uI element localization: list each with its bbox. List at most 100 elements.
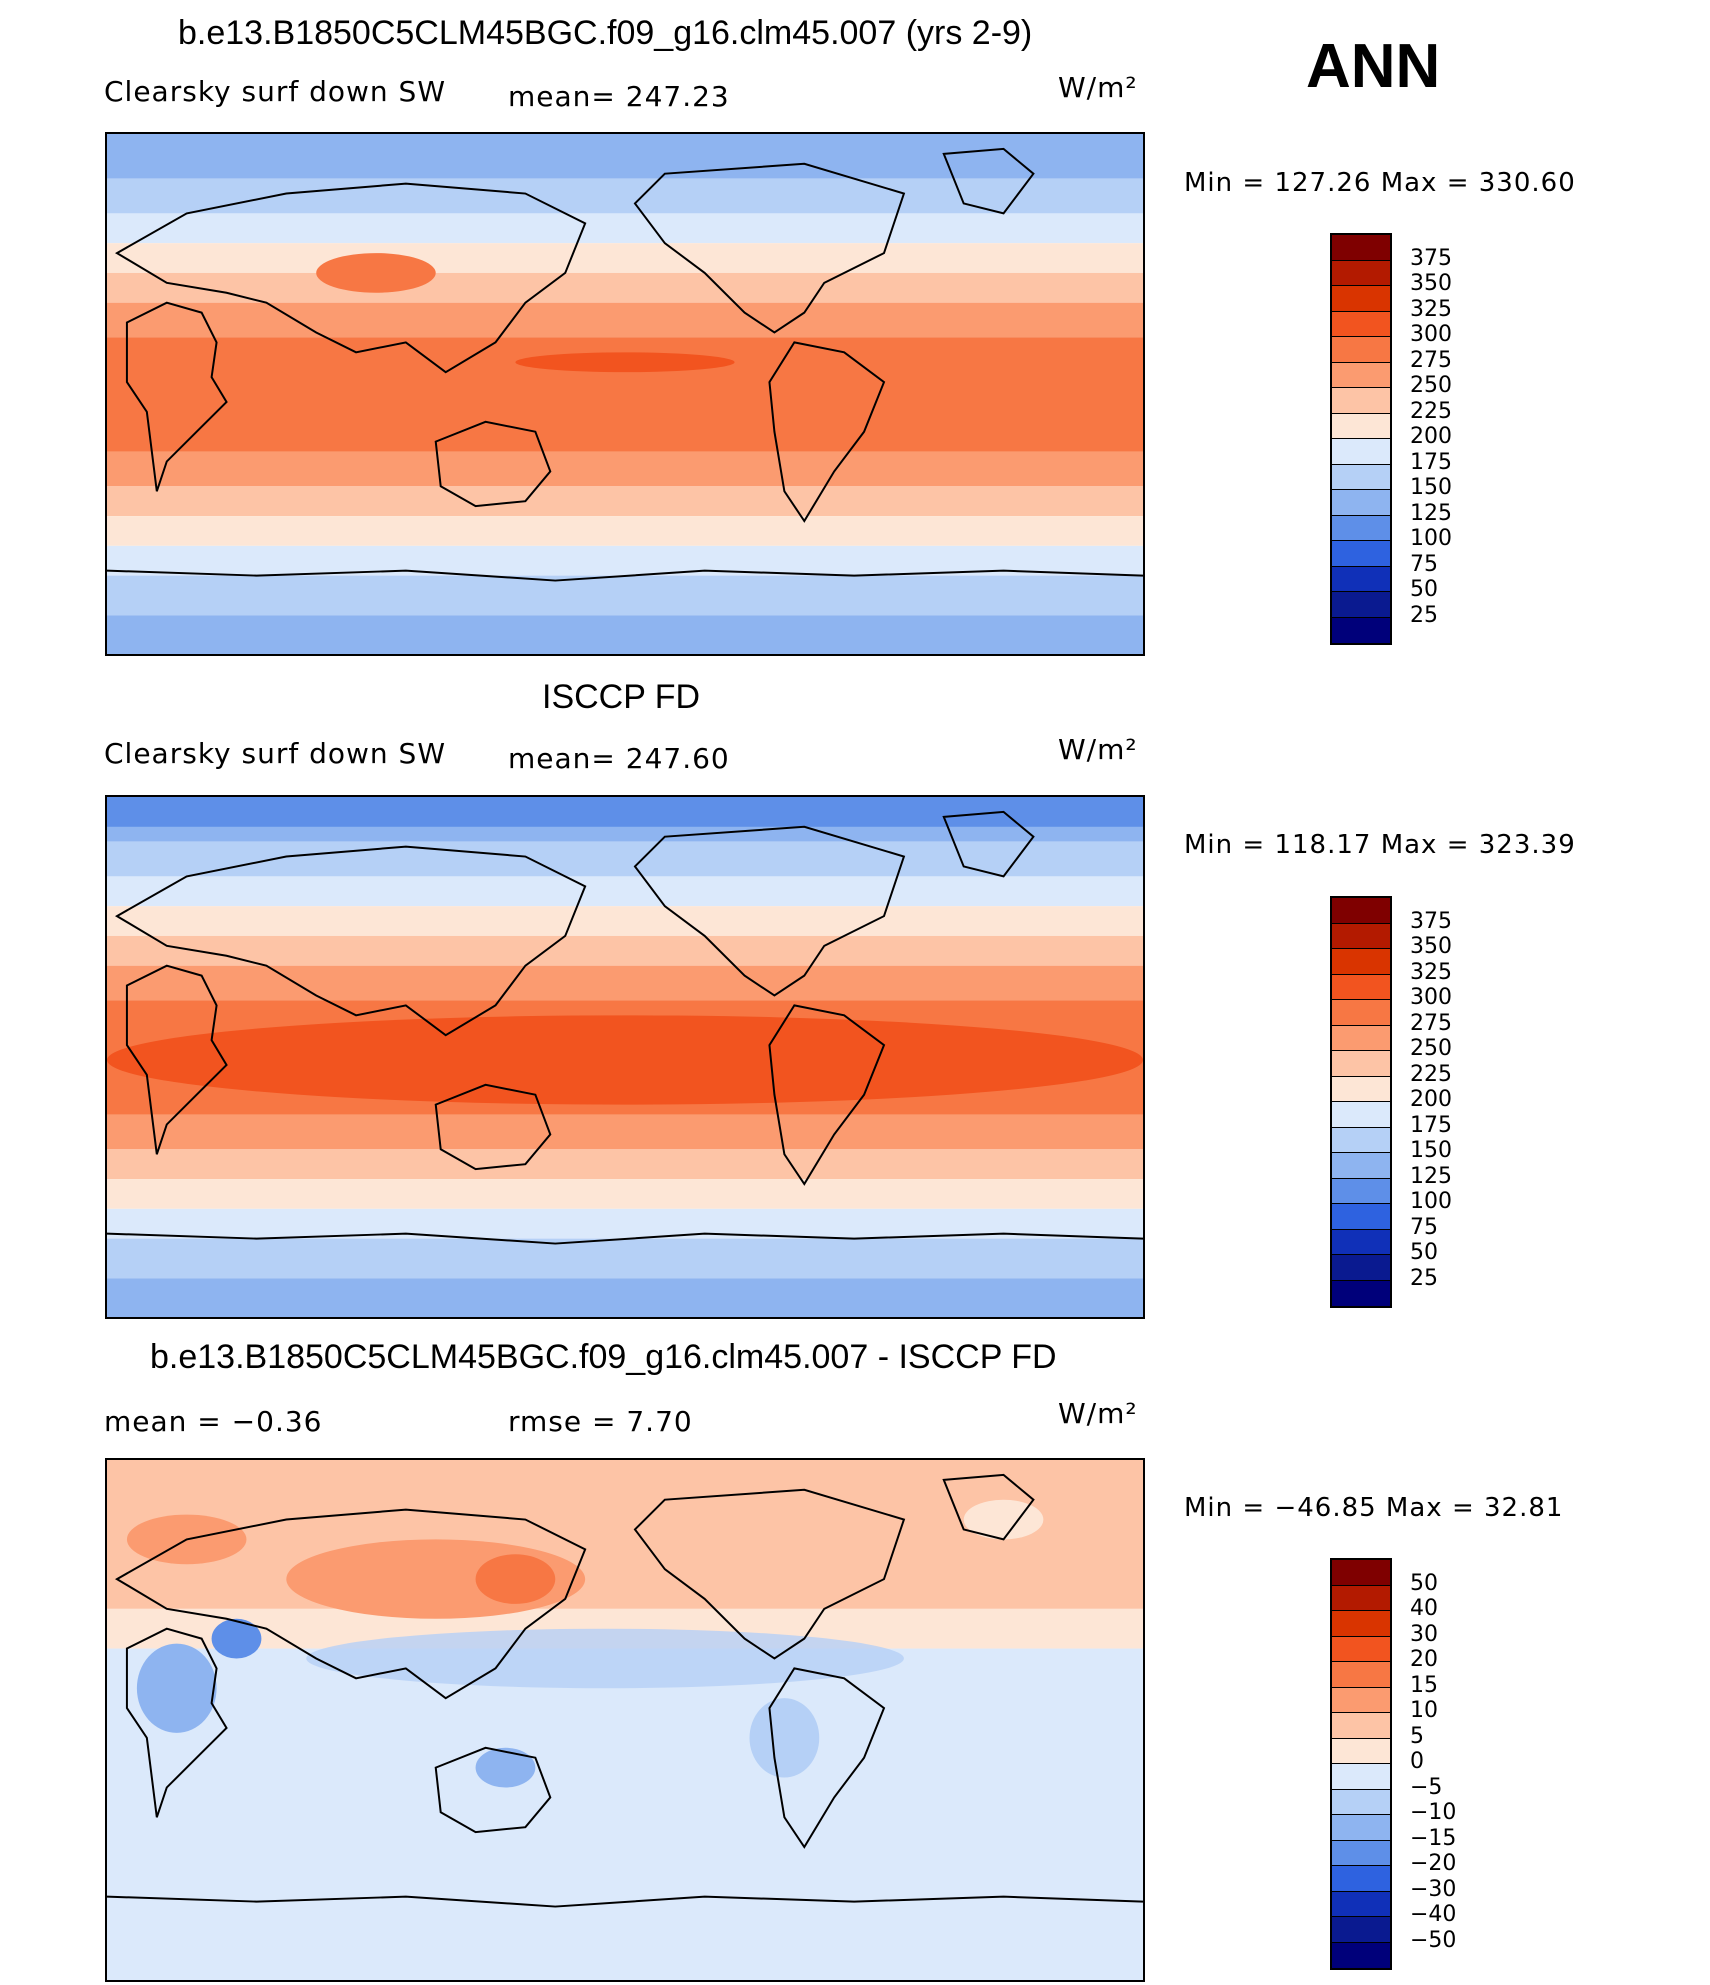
colorbar-segment [1332,1636,1390,1662]
coastline [107,1895,1143,1908]
colorbar-segment [1332,1178,1390,1204]
contour-band [107,906,1143,936]
colorbar-tick-label: −5 [1410,1774,1443,1800]
panel1-units: W/m² [1058,71,1138,104]
colorbar-tick-label: 0 [1410,1749,1424,1774]
panel1-mean-label: mean= 247.23 [508,80,730,113]
panel3-mean-label: mean = −0.36 [104,1405,323,1438]
colorbar-tick-label: 75 [1410,1214,1438,1240]
coastline [434,1746,552,1834]
contour-band [107,1648,1143,1980]
colorbar-segment [1332,1789,1390,1815]
colorbar-segment [1332,1942,1390,1968]
colorbar-tick-label: 375 [1410,908,1452,934]
panel2-map-svg [107,797,1143,1317]
contour-region [475,1747,536,1788]
contour-region [136,1643,217,1733]
colorbar-tick-label: −40 [1410,1902,1457,1927]
colorbar-segment [1332,1229,1390,1255]
colorbar-segment [1332,898,1390,924]
colorbar-tick-label: 75 [1410,551,1438,577]
coastline [942,810,1035,878]
contour-band [107,178,1143,214]
colorbar-tick-label: 325 [1410,959,1452,985]
colorbar-tick-label: 20 [1410,1647,1438,1672]
contour-band [107,213,1143,244]
coastline [125,301,228,492]
panel1-title: b.e13.B1850C5CLM45BGC.f09_g16.clm45.007 … [178,14,1033,52]
colorbar-tick-label: 150 [1410,475,1452,500]
coastline [114,182,587,374]
colorbar-segment [1332,260,1390,286]
contour-band [107,134,1143,179]
panel2-variable-label: Clearsky surf down SW [104,737,447,770]
contour-region [963,1499,1044,1540]
colorbar-segment [1332,617,1390,643]
colorbar-tick-label: 275 [1410,1010,1452,1036]
colorbar-tick-label: 50 [1410,1570,1438,1596]
colorbar-tick-label: 50 [1410,577,1438,602]
contour-band [107,1114,1143,1150]
colorbar-segment [1332,413,1390,439]
colorbar-tick-label: 100 [1410,526,1452,551]
colorbar-segment [1332,1738,1390,1764]
colorbar-tick-label: −10 [1410,1800,1457,1825]
colorbar-segment [1332,592,1390,618]
contour-band [107,1208,1143,1239]
colorbar-segment [1332,541,1390,567]
colorbar-segment [1332,1280,1390,1306]
colorbar-tick-label: 225 [1410,398,1452,424]
coastline [942,147,1035,215]
contour-band [107,935,1143,966]
contour-band [107,876,1143,907]
coastline [633,825,906,997]
colorbar-tick-label: 5 [1410,1723,1424,1749]
panel1-map [105,132,1145,656]
contour-region [107,1015,1143,1105]
colorbar-segment [1332,1687,1390,1713]
panel3-minmax: Min = −46.85 Max = 32.81 [1184,1493,1564,1523]
colorbar-segment [1332,337,1390,363]
colorbar-tick-label: −20 [1410,1851,1457,1876]
coastline [107,1232,1143,1245]
colorbar-segment [1332,286,1390,312]
contour-region [749,1698,820,1778]
colorbar-tick-label: −30 [1410,1876,1457,1902]
colorbar-tick-label: 100 [1410,1189,1452,1214]
contour-band [107,615,1143,654]
colorbar-tick-label: 125 [1410,500,1452,526]
contour-band [107,1278,1143,1317]
coastline [114,845,587,1037]
colorbar-tick-label: 200 [1410,424,1452,449]
coastline [434,1083,552,1171]
colorbar-segment [1332,1127,1390,1153]
contour-region [316,253,436,293]
panel2-units: W/m² [1058,733,1138,766]
colorbar-segment [1332,1662,1390,1688]
colorbar-segment [1332,1204,1390,1230]
panel1-variable-label: Clearsky surf down SW [104,75,447,108]
colorbar-tick-label: 125 [1410,1163,1452,1189]
colorbar-segment [1332,566,1390,592]
contour-band [107,575,1143,616]
panel1-colorbar [1330,233,1392,645]
colorbar-tick-label: 375 [1410,245,1452,271]
colorbar-tick-label: 175 [1410,449,1452,475]
colorbar-tick-label: 300 [1410,985,1452,1010]
contour-band [107,243,1143,273]
coastline [107,569,1143,582]
colorbar-segment [1332,1560,1390,1586]
coastline [633,1488,906,1660]
colorbar-tick-label: 30 [1410,1621,1438,1647]
colorbar-tick-label: 250 [1410,373,1452,398]
coastline [114,1508,587,1700]
panel3-map-svg [107,1460,1143,1980]
colorbar-tick-label: −50 [1410,1927,1457,1953]
contour-band [107,272,1143,303]
colorbar-tick-label: 275 [1410,347,1452,373]
colorbar-segment [1332,362,1390,388]
colorbar-segment [1332,1713,1390,1739]
colorbar-segment [1332,388,1390,414]
coastline [125,1627,228,1818]
colorbar-segment [1332,439,1390,465]
